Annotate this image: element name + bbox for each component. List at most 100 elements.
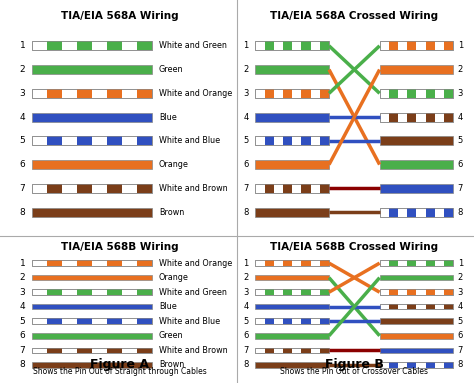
Text: 2: 2 xyxy=(20,273,26,282)
Bar xyxy=(426,260,435,266)
Text: 7: 7 xyxy=(243,184,248,193)
Bar xyxy=(255,347,329,353)
Text: 7: 7 xyxy=(20,184,26,193)
Bar xyxy=(255,65,329,74)
Bar xyxy=(283,319,292,324)
Bar xyxy=(407,290,416,295)
Bar xyxy=(137,319,152,324)
Text: 5: 5 xyxy=(458,136,463,145)
Text: White and Orange: White and Orange xyxy=(159,259,232,268)
Text: TIA/EIA 568B Crossed Wiring: TIA/EIA 568B Crossed Wiring xyxy=(270,242,438,252)
Text: Shows the Pin Out of Straight through Cables: Shows the Pin Out of Straight through Ca… xyxy=(33,367,207,376)
Bar xyxy=(107,260,122,266)
Bar xyxy=(32,136,152,145)
Text: White and Green: White and Green xyxy=(159,41,227,50)
Bar xyxy=(255,89,329,98)
Bar xyxy=(301,136,310,145)
Text: 2: 2 xyxy=(243,273,248,282)
Text: White and Orange: White and Orange xyxy=(159,89,232,98)
Bar xyxy=(77,89,92,98)
Bar xyxy=(426,304,435,309)
Bar xyxy=(255,275,329,280)
Bar xyxy=(255,304,329,309)
Bar xyxy=(380,362,453,368)
Text: 6: 6 xyxy=(243,331,248,340)
Text: 6: 6 xyxy=(243,160,248,169)
Text: 4: 4 xyxy=(458,302,463,311)
Text: 3: 3 xyxy=(243,89,248,98)
Text: 5: 5 xyxy=(243,136,248,145)
Text: 8: 8 xyxy=(458,208,463,216)
Bar xyxy=(255,208,329,217)
Bar xyxy=(320,290,329,295)
Bar xyxy=(283,41,292,50)
Bar xyxy=(107,319,122,324)
Bar xyxy=(380,304,453,309)
Bar xyxy=(444,89,453,98)
Text: White and Blue: White and Blue xyxy=(159,317,220,326)
Bar xyxy=(137,41,152,50)
Bar xyxy=(444,362,453,368)
Text: 1: 1 xyxy=(243,259,248,268)
Bar xyxy=(426,290,435,295)
Bar xyxy=(320,41,329,50)
Bar xyxy=(380,362,453,368)
Bar xyxy=(380,89,453,98)
Text: White and Brown: White and Brown xyxy=(159,184,228,193)
Text: 3: 3 xyxy=(458,288,463,297)
Bar xyxy=(32,89,152,98)
Text: White and Brown: White and Brown xyxy=(159,346,228,355)
Bar xyxy=(426,362,435,368)
Text: Blue: Blue xyxy=(159,302,176,311)
Text: 4: 4 xyxy=(20,113,26,121)
Bar xyxy=(255,41,329,50)
Bar xyxy=(137,260,152,266)
Text: 7: 7 xyxy=(458,346,463,355)
Bar xyxy=(77,290,92,295)
Bar xyxy=(255,41,329,50)
Text: 8: 8 xyxy=(20,208,26,216)
Bar xyxy=(389,208,398,217)
Bar xyxy=(444,41,453,50)
Bar xyxy=(32,208,152,217)
Bar xyxy=(320,319,329,324)
Text: 2: 2 xyxy=(458,65,463,74)
Bar xyxy=(426,41,435,50)
Bar xyxy=(107,41,122,50)
Text: 1: 1 xyxy=(243,41,248,50)
Text: 5: 5 xyxy=(243,317,248,326)
Bar xyxy=(255,160,329,169)
Text: Blue: Blue xyxy=(159,113,176,121)
Bar xyxy=(320,347,329,353)
Bar xyxy=(77,347,92,353)
Text: Green: Green xyxy=(159,331,183,340)
Text: Orange: Orange xyxy=(159,273,189,282)
Bar xyxy=(264,260,274,266)
Bar xyxy=(407,89,416,98)
Bar xyxy=(380,89,453,98)
Bar xyxy=(380,319,453,324)
Bar xyxy=(77,319,92,324)
Bar xyxy=(32,65,152,74)
Text: 7: 7 xyxy=(20,346,26,355)
Bar xyxy=(426,113,435,121)
Bar xyxy=(264,89,274,98)
Bar xyxy=(137,136,152,145)
Text: Green: Green xyxy=(159,65,183,74)
Bar xyxy=(380,208,453,217)
Bar xyxy=(444,290,453,295)
Bar xyxy=(444,208,453,217)
Bar xyxy=(32,304,152,309)
Text: Brown: Brown xyxy=(159,208,184,216)
Text: 3: 3 xyxy=(243,288,248,297)
Bar xyxy=(255,260,329,266)
Bar xyxy=(255,89,329,98)
Bar xyxy=(77,260,92,266)
Bar xyxy=(389,41,398,50)
Text: 3: 3 xyxy=(20,288,26,297)
Bar xyxy=(283,89,292,98)
Bar xyxy=(320,89,329,98)
Bar xyxy=(320,260,329,266)
Bar xyxy=(32,319,152,324)
Bar xyxy=(47,184,62,193)
